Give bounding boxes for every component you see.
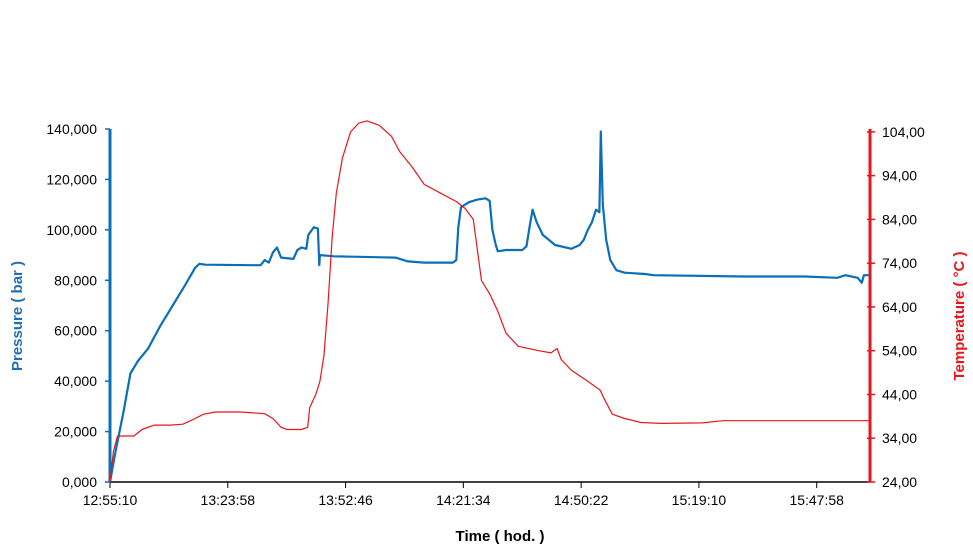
temperature-tick-label: 74,00 xyxy=(882,255,917,271)
x-tick-label: 15:19:10 xyxy=(672,492,727,508)
temperature-tick-label: 24,00 xyxy=(882,474,917,490)
x-tick-label: 13:23:58 xyxy=(201,492,256,508)
pressure-tick-label: 60,000 xyxy=(54,323,97,339)
pressure-tick-label: 0,000 xyxy=(62,474,97,490)
pressure-tick-label: 40,000 xyxy=(54,373,97,389)
pressure-tick-label: 20,000 xyxy=(54,424,97,440)
temperature-tick-label: 54,00 xyxy=(882,343,917,359)
x-tick-label: 14:50:22 xyxy=(554,492,609,508)
x-axis: 12:55:10 13:23:58 13:52:46 14:21:34 14:50:22… xyxy=(83,481,870,508)
pressure-tick-label: 80,000 xyxy=(54,272,97,288)
temperature-series-line xyxy=(109,120,870,483)
pressure-tick-label: 120,000 xyxy=(46,171,97,187)
temperature-axis-title: Temperature ( °C ) xyxy=(951,251,968,380)
series-layer xyxy=(108,120,870,483)
pressure-tick-label: 100,000 xyxy=(46,222,97,238)
x-tick-label: 14:21:34 xyxy=(436,492,491,508)
temperature-axis: 24,00 34,00 44,00 54,00 64,00 74,00 84,00 94,00… xyxy=(867,124,925,490)
pressure-tick-label: 140,000 xyxy=(46,121,97,137)
x-tick-label: 15:47:58 xyxy=(789,492,844,508)
x-tick-label: 12:55:10 xyxy=(83,492,138,508)
x-axis-title: Time ( hod. ) xyxy=(456,528,545,545)
temperature-tick-label: 84,00 xyxy=(882,211,917,227)
pressure-axis-title: Pressure ( bar ) xyxy=(9,261,26,371)
temperature-tick-label: 94,00 xyxy=(882,168,917,184)
temperature-tick-label: 64,00 xyxy=(882,299,917,315)
temperature-tick-label: 34,00 xyxy=(882,430,917,446)
temperature-tick-label: 44,00 xyxy=(882,386,917,402)
x-tick-label: 13:52:46 xyxy=(318,492,373,508)
pressure-series-line xyxy=(108,130,870,483)
pressure-axis: 0,000 20,000 40,000 60,000 80,000 100,000 120,… xyxy=(46,121,112,490)
temperature-tick-label: 104,00 xyxy=(882,124,925,140)
